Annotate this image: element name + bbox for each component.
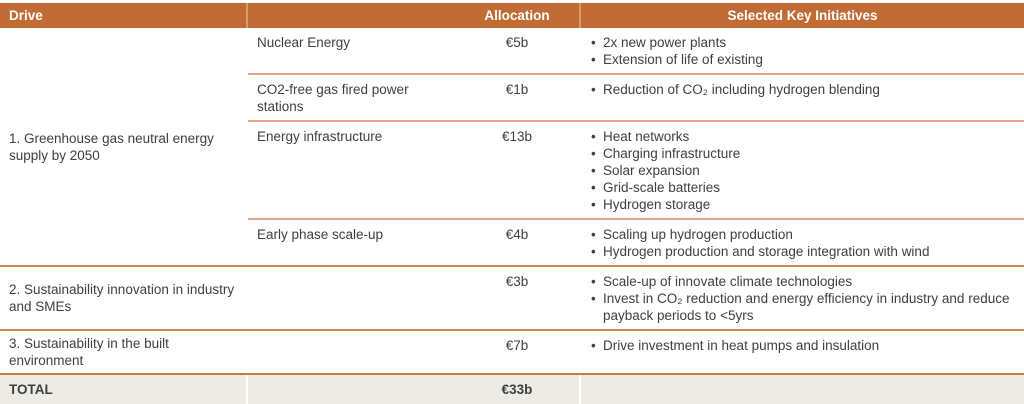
subdriver-name: Early phase scale-up bbox=[257, 227, 384, 242]
table-row-co2-free-gas: CO2-free gas fired power stations €1b Re… bbox=[248, 73, 1024, 120]
initiative-item: Solar expansion bbox=[590, 162, 1018, 179]
subdriver-name bbox=[248, 273, 455, 324]
allocation-value: €3b bbox=[505, 274, 529, 289]
initiative-item: Hydrogen production and storage integrat… bbox=[590, 243, 1018, 260]
total-subdriver-spacer bbox=[248, 375, 455, 404]
table-row-early-phase-scale-up: Early phase scale-up €4b Scaling up hydr… bbox=[248, 218, 1024, 265]
header-column-divider bbox=[579, 3, 581, 28]
section-sustainability-industry: 2. Sustainability innovation in industry… bbox=[0, 265, 1024, 329]
initiatives-cell: Heat networks Charging infrastructure So… bbox=[581, 128, 1024, 213]
header-cell-drive: Drive bbox=[0, 3, 246, 28]
section-subrows: €3b Scale-up of innovate climate technol… bbox=[248, 267, 1024, 329]
initiatives-list: Drive investment in heat pumps and insul… bbox=[581, 337, 1024, 354]
allocation-value: €13b bbox=[501, 129, 533, 144]
initiatives-list: 2x new power plants Extension of life of… bbox=[581, 34, 1024, 68]
initiative-item: Invest in CO₂ reduction and energy effic… bbox=[590, 290, 1018, 324]
initiative-item: Grid-scale batteries bbox=[590, 179, 1018, 196]
column-gap bbox=[246, 375, 248, 404]
total-row: TOTAL €33b bbox=[0, 373, 1024, 404]
allocation-value: €5b bbox=[505, 35, 529, 50]
table-row-built-environment: €7b Drive investment in heat pumps and i… bbox=[248, 331, 1024, 359]
total-allocation-value: €33b bbox=[501, 382, 533, 397]
initiatives-list: Heat networks Charging infrastructure So… bbox=[581, 128, 1024, 213]
table-row-industry-smes: €3b Scale-up of innovate climate technol… bbox=[248, 267, 1024, 329]
table-row-nuclear-energy: Nuclear Energy €5b 2x new power plants E… bbox=[248, 28, 1024, 73]
initiatives-list: Reduction of CO₂ including hydrogen blen… bbox=[581, 81, 1024, 98]
subdriver-name bbox=[248, 337, 455, 354]
drive-cell: 1. Greenhouse gas neutral energy supply … bbox=[0, 28, 246, 265]
initiatives-list: Scale-up of innovate climate technologie… bbox=[581, 273, 1024, 324]
initiative-item: Scaling up hydrogen production bbox=[590, 226, 1018, 243]
header-subdriver-spacer bbox=[248, 3, 455, 28]
initiative-item: Drive investment in heat pumps and insul… bbox=[590, 337, 1018, 354]
header-cell-initiatives: Selected Key Initiatives bbox=[581, 3, 1024, 28]
header-allocation-label: Allocation bbox=[484, 8, 550, 23]
total-initiatives-spacer bbox=[581, 375, 1024, 404]
initiative-item: Heat networks bbox=[590, 128, 1018, 145]
drive-label: 1. Greenhouse gas neutral energy supply … bbox=[9, 130, 214, 163]
initiative-item: Charging infrastructure bbox=[590, 145, 1018, 162]
allocation-value: €7b bbox=[505, 338, 529, 353]
allocation-value: €1b bbox=[505, 82, 529, 97]
table-header-row: Drive Allocation Selected Key Initiative… bbox=[0, 3, 1024, 28]
initiative-item: Hydrogen storage bbox=[590, 196, 1018, 213]
initiatives-cell: Scaling up hydrogen production Hydrogen … bbox=[581, 226, 1024, 260]
initiatives-cell: Scale-up of innovate climate technologie… bbox=[581, 273, 1024, 324]
initiatives-cell: 2x new power plants Extension of life of… bbox=[581, 34, 1024, 68]
drive-cell: 3. Sustainability in the built environme… bbox=[0, 331, 246, 373]
header-column-divider bbox=[246, 3, 248, 28]
total-middle-cell: €33b bbox=[248, 375, 579, 404]
initiative-item: 2x new power plants bbox=[590, 34, 1018, 51]
header-drive-label: Drive bbox=[9, 8, 43, 23]
allocation-value: €4b bbox=[505, 227, 529, 242]
initiative-item: Reduction of CO₂ including hydrogen blen… bbox=[590, 81, 1018, 98]
subdriver-name: Energy infrastructure bbox=[257, 129, 383, 144]
total-label: TOTAL bbox=[9, 382, 53, 397]
header-cell-middle: Allocation bbox=[248, 3, 579, 28]
initiative-item: Extension of life of existing bbox=[590, 51, 1018, 68]
header-initiatives-label: Selected Key Initiatives bbox=[727, 8, 878, 23]
subdriver-name: CO2-free gas fired power stations bbox=[257, 82, 409, 114]
initiatives-cell: Drive investment in heat pumps and insul… bbox=[581, 337, 1024, 354]
section-greenhouse-gas: 1. Greenhouse gas neutral energy supply … bbox=[0, 28, 1024, 265]
table-row-energy-infrastructure: Energy infrastructure €13b Heat networks… bbox=[248, 120, 1024, 218]
subdriver-name: Nuclear Energy bbox=[257, 35, 351, 50]
section-subrows: €7b Drive investment in heat pumps and i… bbox=[248, 331, 1024, 373]
initiatives-cell: Reduction of CO₂ including hydrogen blen… bbox=[581, 81, 1024, 115]
column-gap bbox=[579, 375, 581, 404]
drive-cell: 2. Sustainability innovation in industry… bbox=[0, 267, 246, 329]
drive-label: 3. Sustainability in the built environme… bbox=[9, 336, 169, 368]
initiatives-list: Scaling up hydrogen production Hydrogen … bbox=[581, 226, 1024, 260]
section-subrows: Nuclear Energy €5b 2x new power plants E… bbox=[248, 28, 1024, 265]
section-sustainability-built-environment: 3. Sustainability in the built environme… bbox=[0, 329, 1024, 373]
initiative-item: Scale-up of innovate climate technologie… bbox=[590, 273, 1018, 290]
total-label-cell: TOTAL bbox=[0, 375, 246, 404]
drive-label: 2. Sustainability innovation in industry… bbox=[9, 282, 235, 314]
